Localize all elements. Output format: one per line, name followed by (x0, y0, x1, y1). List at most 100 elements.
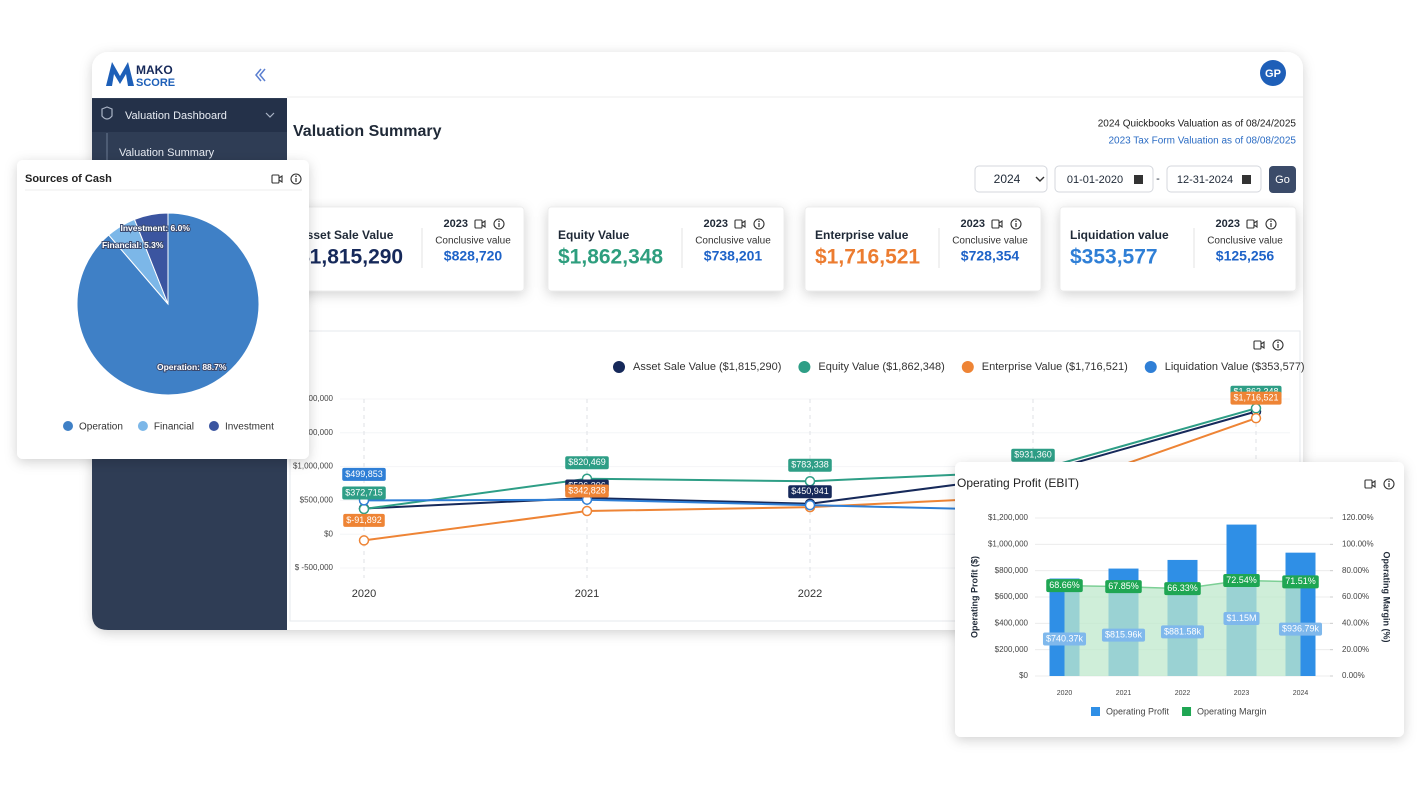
value-label: $450,941 (791, 486, 829, 496)
y-tick-label: $800,000 (995, 566, 1029, 575)
margin-label-box (1223, 573, 1260, 587)
y-tick-label: $600,000 (995, 592, 1029, 601)
legend-marker[interactable] (1144, 361, 1157, 373)
card-value: $1,716,521 (815, 246, 920, 269)
video-icon-lens (998, 219, 1003, 229)
y2-tick-label: 20.00% (1342, 645, 1369, 654)
y-tick-label: $400,000 (995, 618, 1029, 627)
x-tick-label: 2020 (352, 588, 376, 600)
legend-marker[interactable] (1091, 707, 1100, 716)
x-tick-label: 2022 (1175, 690, 1191, 697)
pie-slice (133, 212, 169, 305)
video-icon-lens (741, 219, 746, 229)
legend-marker[interactable] (137, 421, 148, 431)
info-icon[interactable] (753, 218, 765, 230)
card-sub-label: Conclusive value (952, 236, 1028, 247)
margin-label: 66.33% (1167, 583, 1198, 593)
slice-label: Financial: 5.3% (102, 240, 164, 250)
menu-icon (101, 106, 113, 120)
info-icon[interactable] (290, 173, 302, 185)
info-icon[interactable] (1010, 218, 1022, 230)
legend-marker[interactable] (798, 361, 811, 373)
video-icon[interactable] (991, 219, 1000, 229)
submenu-label[interactable]: Valuation Summary (119, 147, 215, 159)
video-icon[interactable] (271, 174, 280, 184)
collapse-button[interactable] (255, 68, 262, 82)
slice-label: Operation: 88.7% (157, 362, 227, 372)
margin-label: 71.51% (1285, 576, 1316, 586)
data-point (581, 505, 593, 517)
video-icon[interactable] (474, 219, 483, 229)
value-label-box (1011, 448, 1055, 462)
bar-label-box (1278, 622, 1323, 636)
x-tick-label: 2023 (1234, 690, 1250, 697)
card-year: 2023 (444, 218, 468, 230)
select-chevron (1035, 176, 1045, 182)
x-tick-label: 2024 (1293, 690, 1309, 697)
info-icon-dot (498, 220, 500, 222)
calendar-icon (1242, 175, 1251, 184)
menu-chevron (265, 112, 275, 118)
value-label-box (342, 467, 386, 481)
y2-tick-label: 100.00% (1342, 539, 1374, 548)
go-button[interactable] (1269, 166, 1296, 193)
info-icon[interactable] (1272, 339, 1284, 351)
value-label: $820,469 (568, 457, 606, 467)
video-icon[interactable] (1253, 340, 1262, 350)
legend-marker[interactable] (208, 421, 219, 431)
year-value: 2024 (994, 172, 1021, 186)
card-year: 2023 (704, 218, 728, 230)
value-card (1059, 206, 1297, 292)
card-sub-value: $828,720 (444, 248, 503, 264)
margin-label: 72.54% (1226, 575, 1257, 585)
legend-label: Operation (79, 422, 123, 433)
info-icon-dot (758, 220, 760, 222)
y-axis-title: Operating Profit ($) (969, 556, 979, 638)
logo-text: MAKO (136, 63, 173, 77)
menu-label: Valuation Dashboard (125, 110, 227, 122)
margin-label-box (1105, 580, 1142, 594)
video-icon[interactable] (1364, 479, 1373, 489)
info-icon[interactable] (1265, 218, 1277, 230)
legend-label: Equity Value ($1,862,348) (818, 361, 944, 373)
end-date-input[interactable] (1166, 165, 1262, 193)
legend-marker[interactable] (63, 421, 73, 431)
value-label-box (565, 456, 609, 470)
value-label: $342,828 (568, 485, 606, 495)
y-tick-label: $ -500,000 (295, 563, 334, 572)
info-icon[interactable] (493, 218, 505, 230)
y-tick-label: $1,000,000 (988, 539, 1029, 548)
card-sub-label: Conclusive value (435, 236, 511, 247)
year-select[interactable] (974, 165, 1048, 193)
x-tick-label: 2020 (1057, 690, 1073, 697)
legend-marker[interactable] (613, 361, 625, 373)
video-icon[interactable] (734, 219, 743, 229)
slice-label: Investment: 6.0% (120, 223, 190, 233)
x-tick-label: 2022 (798, 588, 822, 600)
start-date-input[interactable] (1054, 165, 1154, 193)
legend-marker[interactable] (1182, 707, 1192, 716)
legend-marker[interactable] (961, 361, 974, 373)
y2-tick-label: 80.00% (1342, 566, 1369, 575)
video-icon-lens (278, 174, 283, 184)
info-icon-dot (1388, 480, 1390, 483)
bar-label-box (1223, 611, 1260, 625)
y-tick-label: $1,200,000 (988, 513, 1029, 522)
video-icon[interactable] (1246, 219, 1255, 229)
margin-label-box (1046, 579, 1083, 593)
collapse-button-icon (259, 68, 266, 82)
date-separator: - (1156, 173, 1160, 185)
info-icon[interactable] (1383, 478, 1395, 490)
menu-item-active[interactable] (92, 99, 287, 132)
avatar[interactable] (1260, 60, 1286, 86)
y-tick-label: $1,000,000 (293, 462, 334, 471)
card-sub-value: $125,256 (1216, 248, 1275, 264)
video-icon-lens (1371, 479, 1376, 489)
value-card (547, 206, 785, 292)
logo-subtext: SCORE (136, 77, 175, 89)
logo-icon (106, 62, 134, 86)
bar-label-box (1160, 625, 1205, 639)
y-tick-label: $200,000 (995, 645, 1029, 654)
data-point (1250, 412, 1262, 424)
